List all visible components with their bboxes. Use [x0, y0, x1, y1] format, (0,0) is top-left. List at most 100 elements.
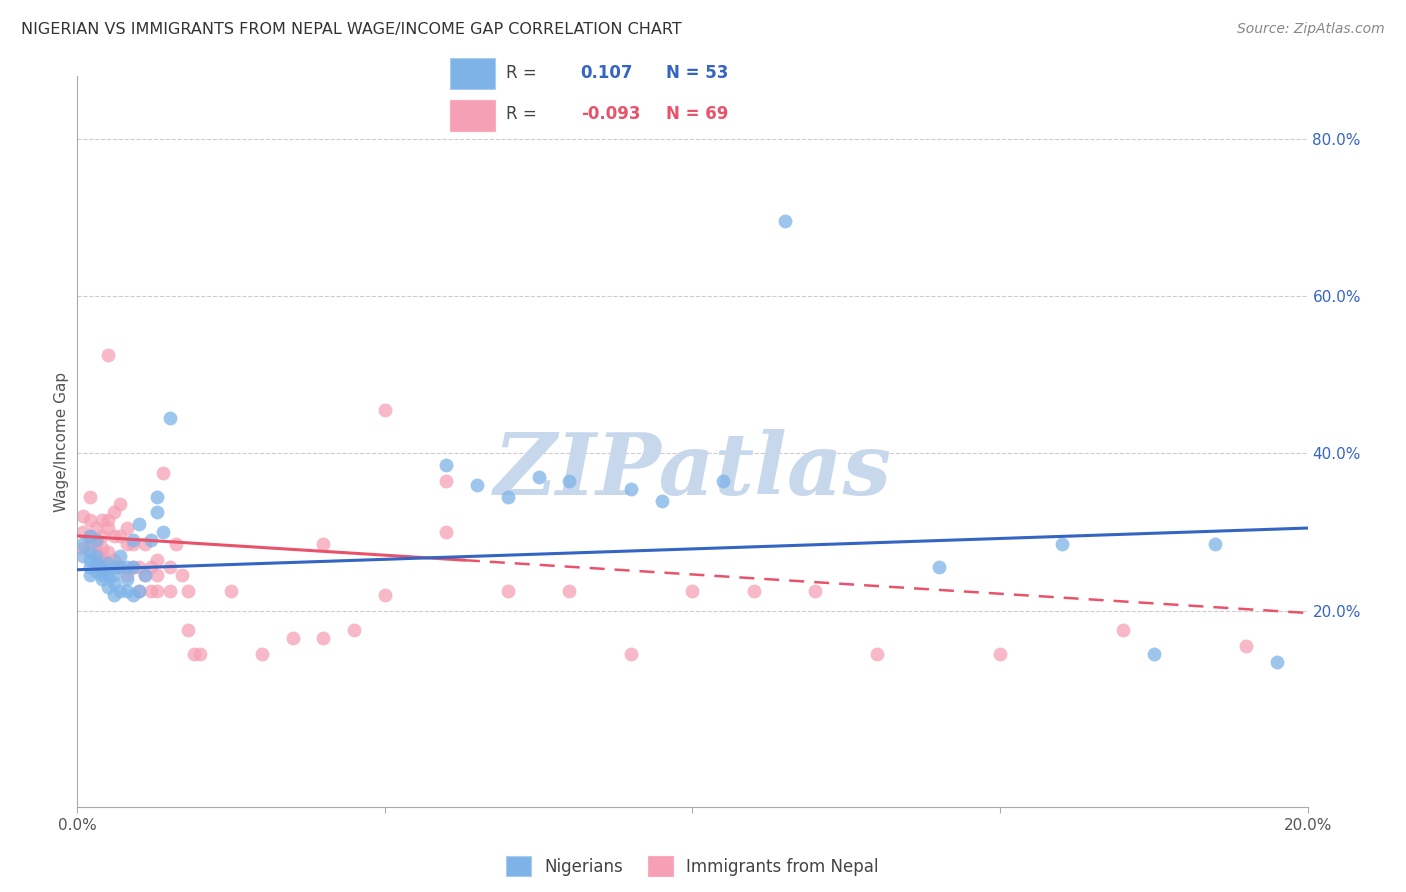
Point [134, 568, 156, 582]
Point [134, 537, 156, 551]
Text: 0.107: 0.107 [581, 64, 633, 82]
Point [436, 458, 458, 472]
Point [250, 647, 273, 661]
Point [374, 403, 396, 417]
Point [103, 588, 125, 602]
Point [110, 549, 132, 563]
Point [1112, 624, 1135, 638]
Point [146, 552, 169, 566]
Legend: Nigerians, Immigrants from Nepal: Nigerians, Immigrants from Nepal [499, 849, 886, 883]
FancyBboxPatch shape [450, 100, 495, 131]
Point [97, 513, 120, 527]
Point [84, 537, 107, 551]
Point [527, 470, 550, 484]
Point [188, 647, 212, 661]
Point [72, 509, 94, 524]
Point [84, 552, 107, 566]
Point [146, 568, 169, 582]
Point [170, 568, 193, 582]
Point [312, 631, 335, 645]
Point [281, 631, 304, 645]
Point [90, 564, 114, 578]
Point [97, 544, 120, 558]
Text: N = 53: N = 53 [666, 64, 728, 82]
Point [84, 557, 107, 571]
Point [97, 348, 120, 362]
Point [465, 477, 488, 491]
Point [141, 533, 163, 547]
Point [159, 411, 181, 425]
Text: NIGERIAN VS IMMIGRANTS FROM NEPAL WAGE/INCOME GAP CORRELATION CHART: NIGERIAN VS IMMIGRANTS FROM NEPAL WAGE/I… [21, 22, 682, 37]
Point [84, 521, 107, 535]
Point [128, 560, 150, 574]
Point [110, 529, 132, 543]
Point [79, 490, 101, 504]
Point [90, 541, 114, 555]
Point [72, 537, 94, 551]
Point [620, 647, 643, 661]
Point [110, 560, 132, 574]
Point [146, 490, 169, 504]
Point [110, 498, 132, 512]
Point [558, 584, 581, 599]
Point [436, 524, 458, 539]
Point [72, 541, 94, 555]
Point [343, 624, 366, 638]
Text: Source: ZipAtlas.com: Source: ZipAtlas.com [1237, 22, 1385, 37]
Point [128, 584, 150, 599]
Point [84, 544, 107, 558]
Point [988, 647, 1011, 661]
Point [90, 568, 114, 582]
Point [773, 214, 796, 228]
Point [84, 564, 107, 578]
Point [115, 560, 138, 574]
Point [152, 524, 174, 539]
Point [159, 584, 181, 599]
Point [115, 521, 138, 535]
Point [103, 576, 125, 591]
Point [103, 529, 125, 543]
Point [134, 568, 156, 582]
Point [146, 584, 169, 599]
Point [682, 584, 704, 599]
Point [121, 537, 143, 551]
Point [103, 505, 125, 519]
Point [97, 568, 120, 582]
Point [177, 624, 200, 638]
FancyBboxPatch shape [450, 58, 495, 89]
Point [84, 533, 107, 547]
Point [620, 482, 643, 496]
Point [1234, 639, 1257, 653]
Point [804, 584, 827, 599]
Point [79, 552, 101, 566]
Point [1050, 537, 1073, 551]
Point [72, 549, 94, 563]
Point [79, 529, 101, 543]
Point [651, 493, 673, 508]
Text: R =: R = [506, 105, 537, 123]
Point [90, 513, 114, 527]
Point [103, 552, 125, 566]
Y-axis label: Wage/Income Gap: Wage/Income Gap [53, 371, 69, 512]
Point [141, 584, 163, 599]
Point [165, 537, 187, 551]
Point [1143, 647, 1166, 661]
Point [496, 584, 519, 599]
Point [110, 560, 132, 574]
Point [97, 521, 120, 535]
Point [90, 572, 114, 586]
Point [84, 549, 107, 563]
Point [742, 584, 765, 599]
Point [183, 647, 205, 661]
Point [128, 517, 150, 532]
Point [103, 560, 125, 574]
Point [90, 549, 114, 563]
Point [79, 544, 101, 558]
Point [97, 557, 120, 571]
Point [146, 505, 169, 519]
Text: ZIPatlas: ZIPatlas [494, 429, 891, 513]
Point [1265, 655, 1288, 669]
Point [312, 537, 335, 551]
Point [866, 647, 889, 661]
Point [97, 580, 120, 594]
